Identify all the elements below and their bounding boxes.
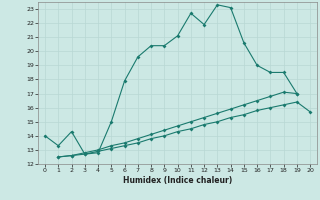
X-axis label: Humidex (Indice chaleur): Humidex (Indice chaleur)	[123, 176, 232, 185]
